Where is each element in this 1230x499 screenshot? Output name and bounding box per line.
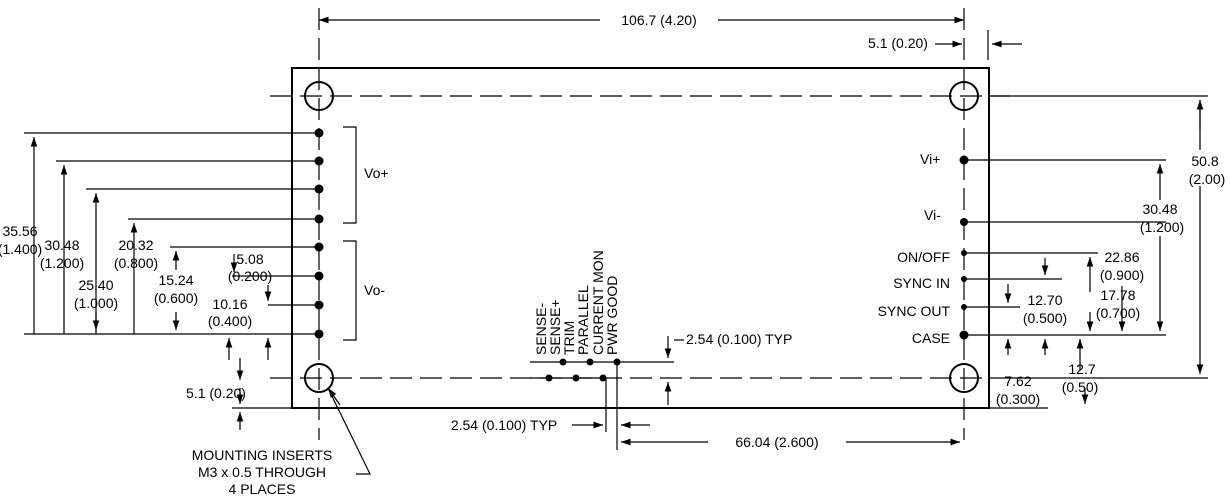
vo-20-in: (0.800) [114, 255, 158, 271]
signal-pin-group [530, 358, 674, 450]
mounting-note-line3: 4 PLACES [229, 481, 296, 497]
onoff-mm: 22.86 [1104, 249, 1139, 265]
vo-plus-label: Vo+ [364, 165, 389, 181]
signal-offset-dim: 66.04 (2.600) [735, 434, 818, 450]
vo-pins [24, 128, 324, 339]
case-label: CASE [912, 330, 950, 346]
vo-25-mm: 25.40 [78, 277, 113, 293]
mounting-hole-top-right [949, 81, 979, 111]
sync-out-mm: 12.70 [1027, 292, 1062, 308]
signal-pin-trim: TRIM [561, 321, 577, 355]
signal-pin-sense-minus: SENSE- [533, 303, 549, 355]
case-offset-in: (0.50) [1062, 379, 1099, 395]
edge-offset-dim: 5.1 (0.20) [868, 35, 928, 51]
vo-20-mm: 20.32 [118, 237, 153, 253]
vo-05-mm: 5.08 [236, 251, 263, 267]
onoff-in: (0.900) [1100, 267, 1144, 283]
vi-plus-label: Vi+ [920, 151, 940, 167]
sync-in-mm: 17.78 [1100, 287, 1135, 303]
sync-in-in: (0.700) [1096, 305, 1140, 321]
vo-30-in: (1.200) [40, 255, 84, 271]
signal-pin-sense-plus: SENSE+ [547, 299, 563, 355]
vo-10-in: (0.400) [208, 313, 252, 329]
vo-30-mm: 30.48 [44, 237, 79, 253]
vo-25-in: (1.000) [74, 295, 118, 311]
signal-pin-parallel: PARALLEL [575, 285, 591, 355]
pitch-vertical-dim: 2.54 (0.100) TYP [686, 331, 792, 347]
signal-pin-pwr-good: PWR GOOD [604, 276, 620, 355]
vo-05-in: (0.200) [228, 268, 272, 284]
mounting-note-line1: MOUNTING INSERTS [192, 447, 333, 463]
vo-minus-label: Vo- [364, 282, 385, 298]
vin-span-in: (1.200) [1140, 219, 1184, 235]
pitch-horizontal-dim: 2.54 (0.100) TYP [451, 417, 557, 433]
overall-width-mm: 50.8 [1191, 153, 1218, 169]
case-offset-mm: 12.7 [1068, 361, 1095, 377]
vo-10-mm: 10.16 [212, 296, 247, 312]
input-pins [959, 95, 1208, 379]
mounting-hole-top-left [304, 81, 334, 111]
signal-pin-current-mon: CURRENT MON [590, 250, 606, 355]
vo-35-mm: 35.56 [2, 223, 37, 239]
overall-width-in: (2.00) [1189, 171, 1226, 187]
sync-in-label: SYNC IN [893, 275, 950, 291]
case-pin-in: (0.300) [996, 391, 1040, 407]
vo-15-in: (0.600) [154, 290, 198, 306]
mounting-note-line2: M3 x 0.5 THROUGH [198, 464, 326, 480]
overall-length-dim: 106.7 (4.20) [621, 12, 697, 28]
vo-15-mm: 15.24 [158, 272, 193, 288]
on-off-label: ON/OFF [897, 249, 950, 265]
sync-out-in: (0.500) [1023, 310, 1067, 326]
mounting-hole-bottom-right [949, 363, 979, 393]
vin-span-mm: 30.48 [1142, 201, 1177, 217]
mounting-hole-bottom-left [304, 363, 334, 393]
vi-minus-label: Vi- [924, 207, 941, 223]
sync-out-label: SYNC OUT [878, 303, 951, 319]
module-outline [291, 67, 990, 409]
bottom-edge-dim: 5.1 (0.20) [186, 385, 246, 401]
vo-35-in: (1.400) [0, 241, 42, 257]
case-pin-mm: 7.62 [1004, 373, 1031, 389]
